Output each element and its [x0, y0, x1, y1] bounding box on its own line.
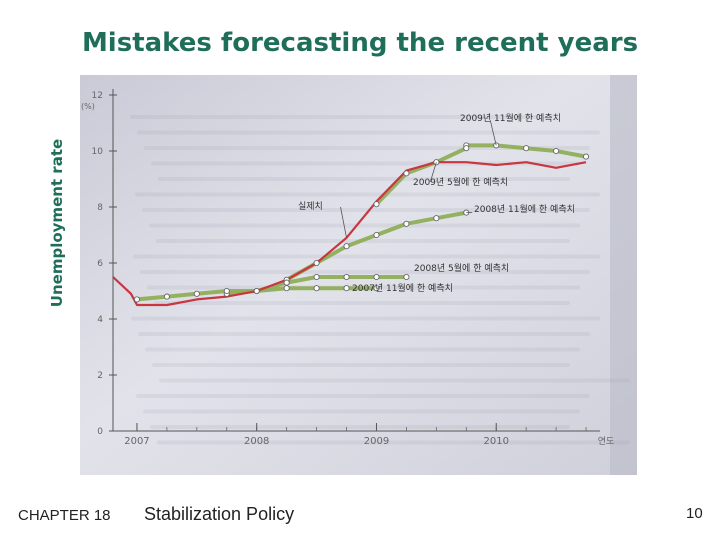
y-tick-label: 8	[97, 203, 103, 213]
show-through-line	[133, 254, 600, 259]
show-through-line	[130, 115, 540, 119]
footer-chapter: CHAPTER 18	[18, 507, 111, 524]
page-number: 10	[686, 505, 703, 522]
forecast-point	[463, 145, 470, 152]
show-through-line	[154, 301, 570, 305]
forecast-point	[253, 287, 260, 295]
forecast-point	[343, 243, 350, 250]
series-annotations: 2009년 11월에 한 예측치 2009년 5월에 한 예측치 2008년 11월…	[298, 112, 575, 294]
chart-svg: 0 2 4 6 8 10 12(%) 2007 2008 2009 2010 연도 2009년 11월…	[80, 75, 637, 475]
forecast-point	[582, 153, 590, 160]
y-tick-label: 4	[97, 315, 103, 325]
x-tick-label: 2008	[244, 436, 269, 447]
show-through-line	[135, 192, 600, 197]
show-through-line	[142, 208, 590, 212]
forecast-point	[343, 273, 350, 281]
forecast-point	[403, 220, 410, 227]
x-tick-label: 2009	[364, 436, 389, 447]
show-through-line	[149, 223, 580, 228]
forecast-point	[193, 290, 200, 297]
forecast-point	[283, 285, 290, 292]
forecast-point	[373, 273, 380, 281]
show-through-line	[157, 440, 630, 445]
forecast-point	[163, 293, 170, 300]
show-through-line	[150, 425, 570, 429]
slide-title: Mistakes forecasting the recent years	[81, 28, 639, 58]
show-through-line	[143, 409, 580, 414]
y-tick-label: 10	[92, 147, 104, 157]
forecast-point	[223, 287, 230, 295]
show-through-line	[159, 378, 630, 383]
show-through-line	[140, 270, 590, 274]
show-through-line	[136, 394, 590, 398]
forecast-point	[493, 142, 500, 149]
series-label: 2007년 11월에 한 예측치	[352, 282, 453, 294]
series-label: 2008년 5월에 한 예측치	[414, 262, 509, 274]
y-tick-label: 6	[97, 259, 103, 269]
forecast-point	[313, 273, 320, 281]
y-tick-label: 2	[97, 371, 103, 381]
forecast-point	[403, 273, 410, 281]
show-through-text	[130, 115, 630, 445]
y-tick-label: 0	[97, 427, 103, 437]
show-through-line	[152, 363, 570, 367]
forecast-point	[373, 201, 380, 208]
forecast-point	[133, 296, 141, 303]
y-axis-title: Unemployment rate	[48, 138, 66, 308]
y-unit-label: (%)	[81, 102, 95, 111]
actual-line	[112, 161, 587, 307]
forecast-line	[374, 146, 469, 207]
forecast-point	[373, 285, 380, 292]
axes: 0 2 4 6 8 10 12(%) 2007 2008 2009 2010 연도	[81, 89, 614, 447]
forecast-point	[523, 145, 530, 152]
x-unit-label: 연도	[598, 436, 615, 447]
show-through-line	[158, 177, 570, 181]
show-through-line	[145, 347, 580, 352]
forecast-point	[433, 215, 440, 222]
series-label: 실제치	[298, 200, 323, 212]
y-tick-label: 12	[92, 91, 103, 101]
forecast-point	[313, 259, 320, 267]
series-label: 2008년 11월에 한 예측치	[474, 203, 575, 215]
forecast-point	[403, 170, 410, 177]
annotation-leader	[429, 162, 437, 182]
footer-topic: Stabilization Policy	[144, 504, 295, 524]
forecast-point	[283, 279, 290, 286]
paper-right-edge	[610, 75, 637, 475]
forecast-point	[313, 285, 320, 292]
series-lines	[112, 142, 590, 307]
chart-photo: 0 2 4 6 8 10 12 (%) 2007 2008 2009 2010 연도 2009년 11월…	[80, 75, 637, 475]
annotation-leader	[489, 120, 497, 146]
show-through-line	[138, 332, 590, 336]
forecast-point	[373, 231, 380, 239]
x-tick-label: 2007	[124, 436, 149, 447]
forecast-point	[343, 285, 350, 292]
series-label: 2009년 5월에 한 예측치	[413, 176, 508, 188]
annotation-leader	[340, 206, 347, 238]
series-label: 2009년 11월에 한 예측치	[460, 112, 561, 124]
forecast-point	[553, 147, 560, 155]
x-tick-label: 2010	[484, 436, 509, 447]
show-through-line	[137, 130, 600, 135]
show-through-line	[131, 316, 600, 321]
